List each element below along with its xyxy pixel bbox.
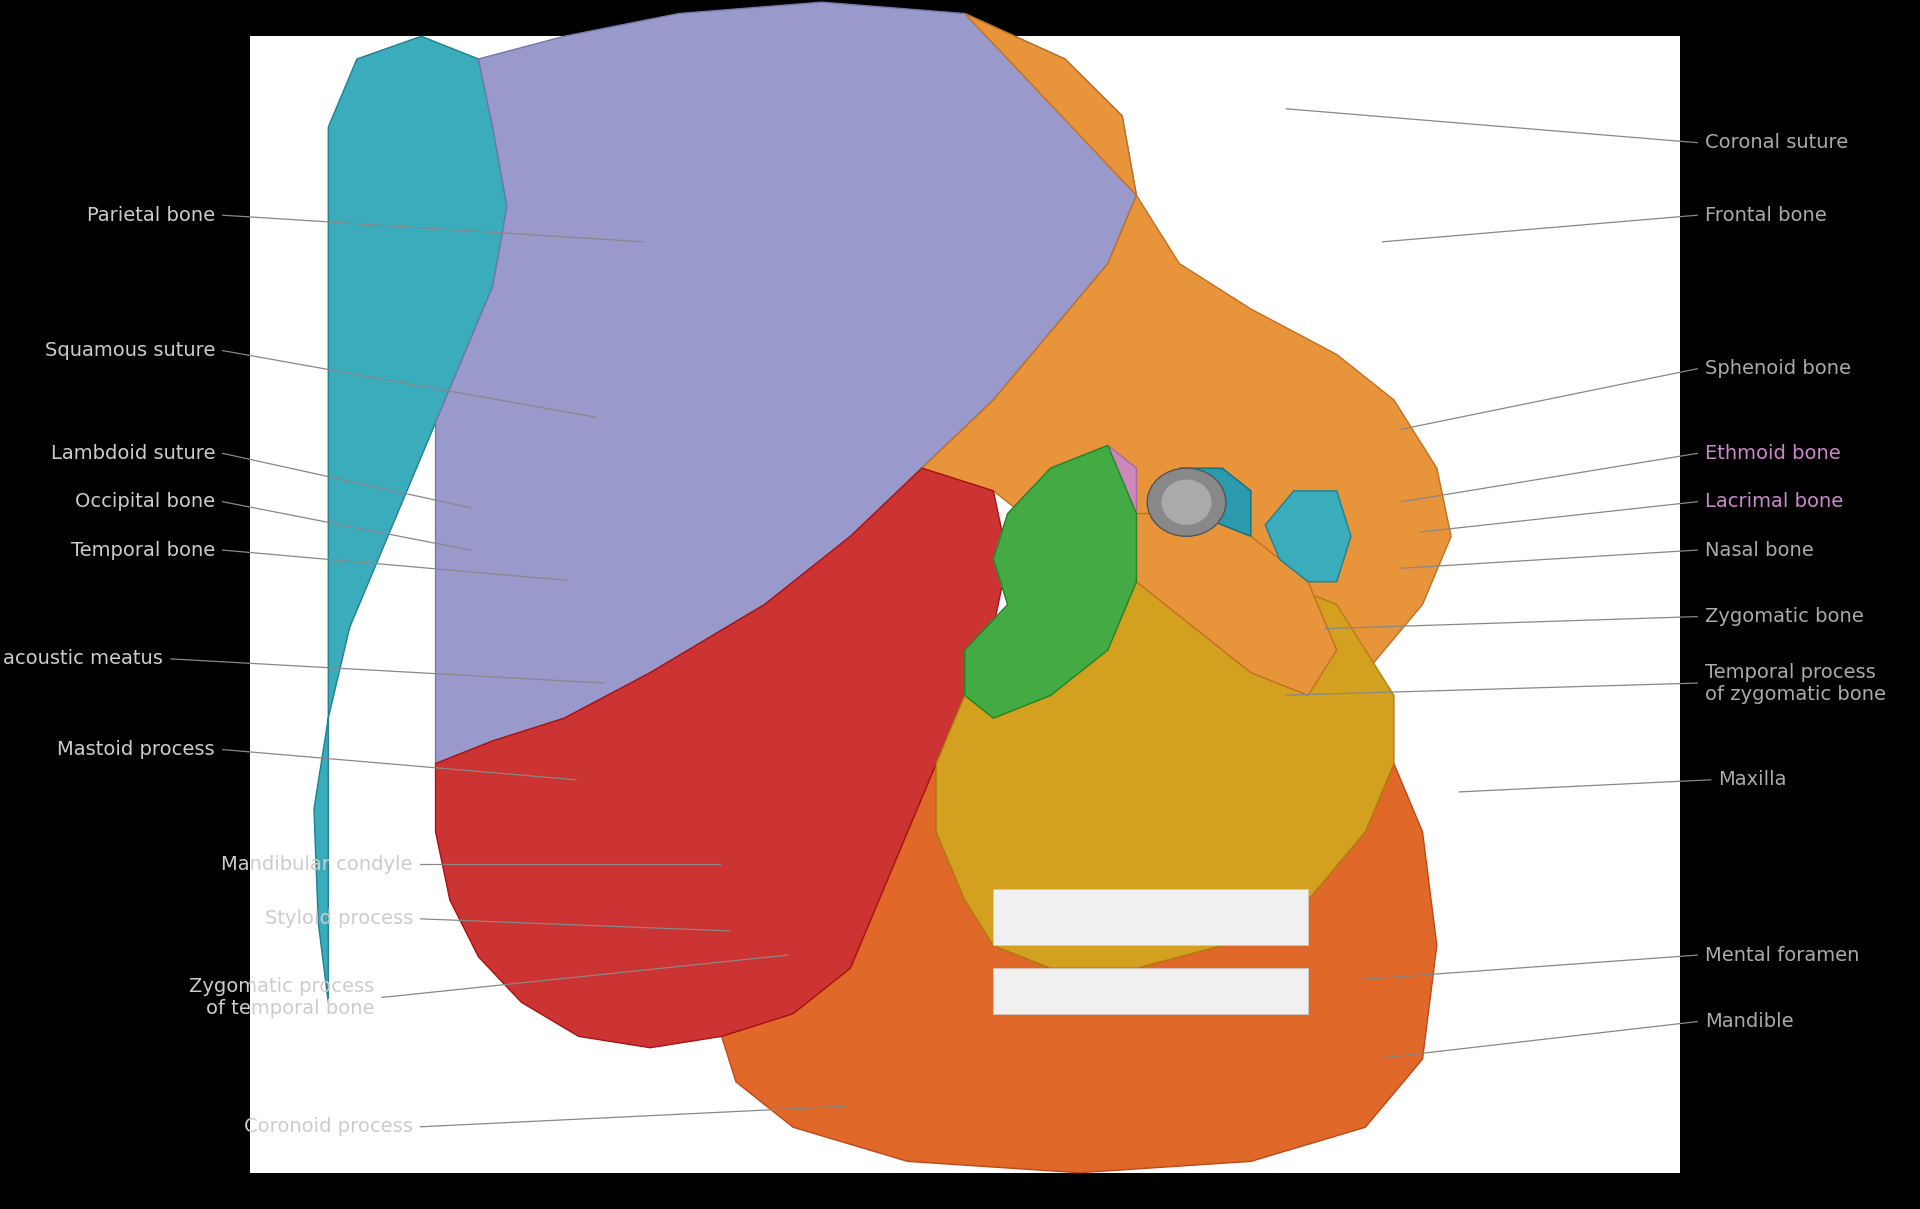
Polygon shape [937,559,1394,968]
Text: Mental foramen: Mental foramen [1705,945,1859,965]
Polygon shape [964,445,1137,718]
Text: Frontal bone: Frontal bone [1705,206,1826,225]
Ellipse shape [1162,480,1212,525]
Text: Sphenoid bone: Sphenoid bone [1705,359,1851,378]
Text: Temporal process
of zygomatic bone: Temporal process of zygomatic bone [1705,663,1885,704]
Polygon shape [1265,491,1352,582]
Text: Occipital bone: Occipital bone [75,492,215,511]
Polygon shape [722,764,1436,1173]
Text: Lacrimal bone: Lacrimal bone [1705,492,1843,511]
Text: Temporal bone: Temporal bone [71,540,215,560]
Text: Styloid process: Styloid process [265,909,413,929]
Text: External acoustic meatus: External acoustic meatus [0,649,163,669]
Text: Ethmoid bone: Ethmoid bone [1705,444,1841,463]
Polygon shape [315,36,507,1002]
Bar [250,36,1680,1173]
Polygon shape [436,468,1008,1048]
Text: Zygomatic process
of temporal bone: Zygomatic process of temporal bone [190,977,374,1018]
Ellipse shape [1146,468,1225,537]
Polygon shape [993,445,1137,627]
Text: Coronoid process: Coronoid process [244,1117,413,1136]
Polygon shape [922,13,1452,695]
Text: Lambdoid suture: Lambdoid suture [50,444,215,463]
Text: Mandible: Mandible [1705,1012,1793,1031]
Polygon shape [1179,468,1252,537]
Text: Parietal bone: Parietal bone [86,206,215,225]
Polygon shape [993,889,1308,945]
Text: Zygomatic bone: Zygomatic bone [1705,607,1864,626]
Polygon shape [436,2,1137,764]
Text: Mastoid process: Mastoid process [58,740,215,759]
Text: Maxilla: Maxilla [1718,770,1788,789]
Text: Squamous suture: Squamous suture [44,341,215,360]
Polygon shape [1079,514,1336,695]
Polygon shape [993,968,1308,1013]
Text: Coronal suture: Coronal suture [1705,133,1849,152]
Text: Nasal bone: Nasal bone [1705,540,1814,560]
Text: Mandibular condyle: Mandibular condyle [221,855,413,874]
